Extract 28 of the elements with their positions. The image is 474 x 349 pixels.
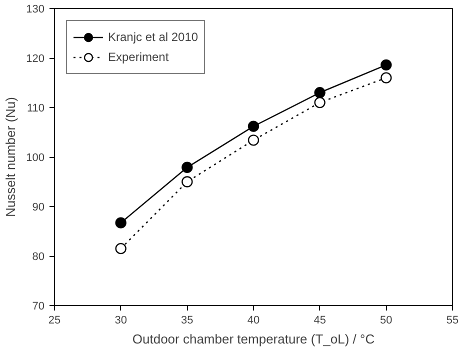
x-axis-title: Outdoor chamber temperature (T_oL) / °C <box>132 332 375 346</box>
y-tick-label: 110 <box>26 102 45 114</box>
point <box>314 96 326 108</box>
point <box>248 134 260 146</box>
x-tick-label: 50 <box>380 314 392 326</box>
x-tick-label: 35 <box>181 314 194 326</box>
y-tick-label: 120 <box>26 53 45 65</box>
y-tick-label: 130 <box>26 4 45 16</box>
y-tick-label: 90 <box>32 202 45 214</box>
y-tick-label: 80 <box>32 251 45 263</box>
point <box>182 176 193 188</box>
x-tick-label: 40 <box>247 314 260 326</box>
legend-label: Experiment <box>108 50 169 64</box>
y-tick-label: 100 <box>26 152 45 164</box>
point <box>182 162 193 173</box>
x-tick-label: 30 <box>114 314 127 326</box>
x-tick-label: 25 <box>48 314 61 326</box>
x-tick-label: 45 <box>314 314 326 326</box>
point <box>380 59 392 71</box>
point <box>314 87 326 98</box>
point <box>380 72 392 84</box>
point <box>115 217 126 228</box>
legend-label: Kranjc et al 2010 <box>108 30 198 44</box>
x-tick-label: 55 <box>446 314 459 326</box>
y-axis-title: Nusselt number (Nu) <box>3 97 18 217</box>
y-tick-label: 70 <box>32 300 45 312</box>
point <box>115 242 126 254</box>
point <box>248 120 260 132</box>
